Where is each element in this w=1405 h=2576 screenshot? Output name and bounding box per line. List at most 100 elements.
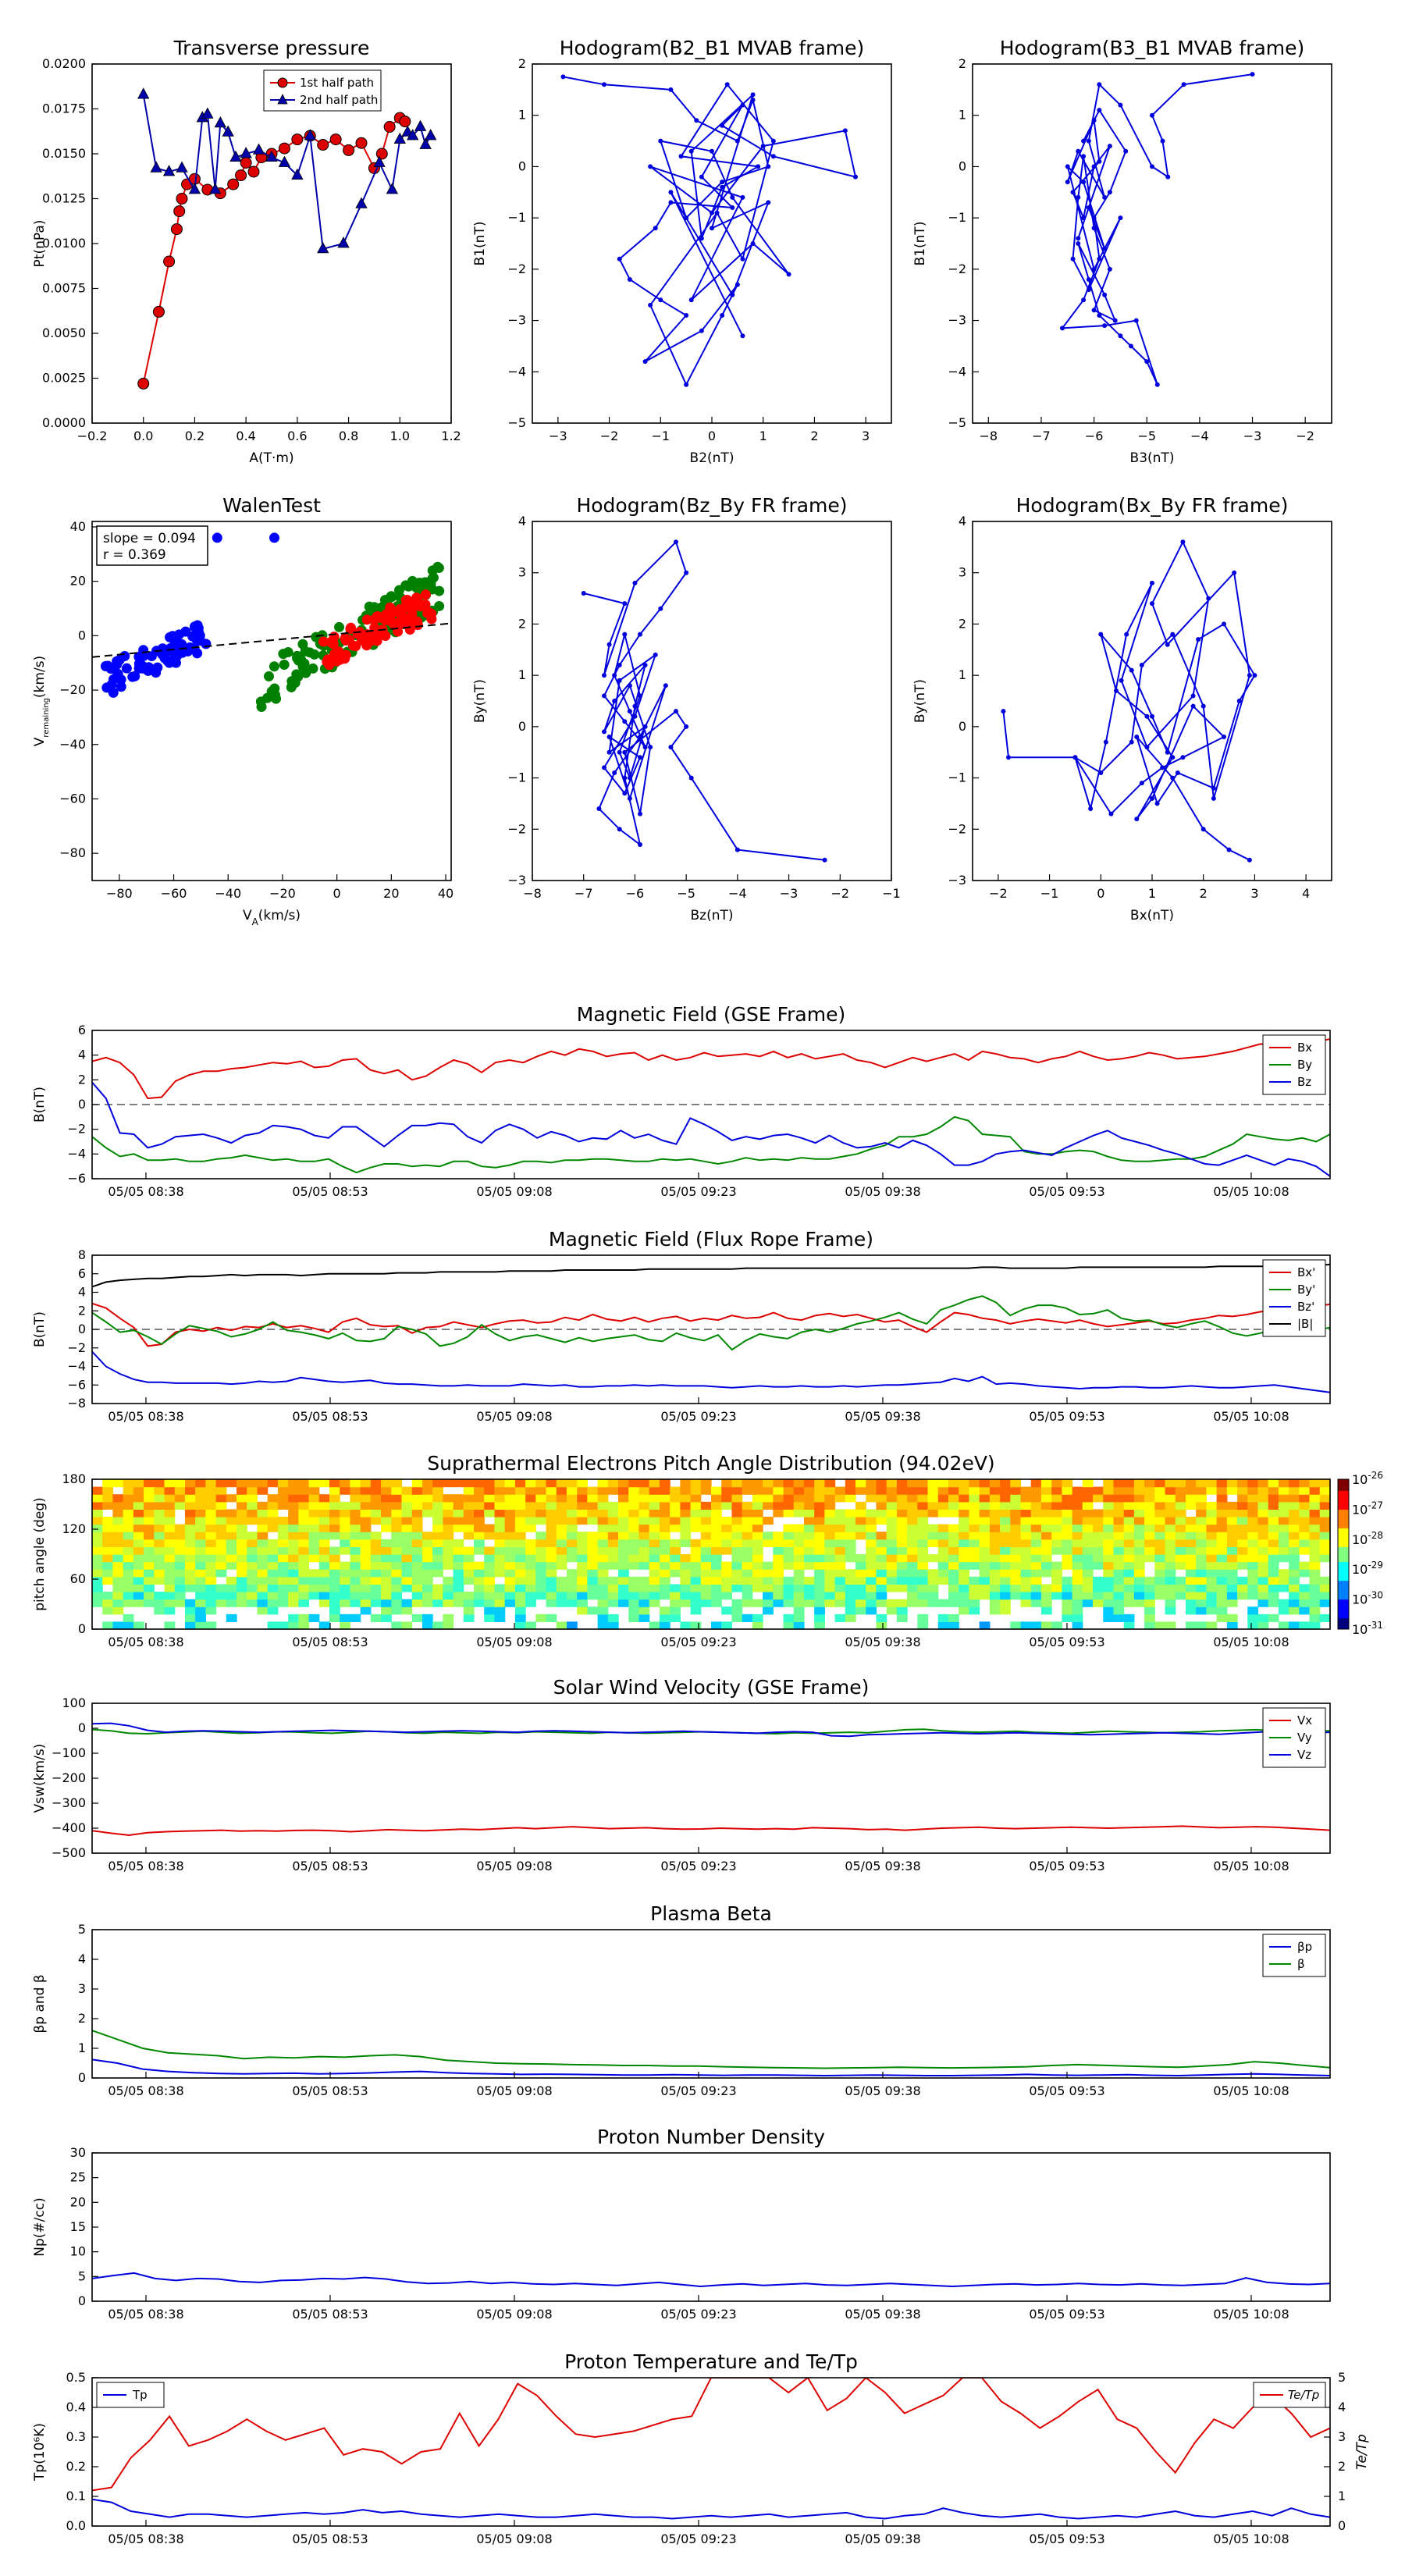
colorbar-label: 10-28 (1352, 1530, 1383, 1547)
data-point (269, 532, 279, 543)
data-point (710, 148, 714, 154)
y-tick-label: −4 (948, 364, 966, 379)
data-point (1150, 713, 1154, 719)
x-tick-label: 2 (810, 429, 818, 443)
y-tick-label: 120 (62, 1521, 86, 1536)
y-tick-label: 0.0 (66, 2518, 86, 2533)
chart-pad: Suprathermal Electrons Pitch Angle Distr… (32, 1452, 1383, 1649)
data-point (407, 129, 419, 141)
x-tick-label: 05/05 09:38 (845, 2532, 920, 2546)
data-point (1150, 795, 1154, 801)
x-tick-label: 0.0 (133, 429, 153, 443)
y-tick-label: 0.4 (66, 2400, 86, 2414)
x-tick-label: 05/05 09:53 (1029, 1635, 1104, 1649)
data-point (1076, 241, 1081, 246)
data-point (420, 589, 431, 600)
data-point (1097, 108, 1102, 113)
data-point (329, 632, 340, 642)
x-tick-label: 05/05 09:08 (476, 1409, 552, 1424)
data-point (304, 647, 315, 658)
data-point (171, 635, 182, 646)
legend-label: By' (1297, 1283, 1315, 1297)
plot-frame (91, 1478, 1331, 1630)
data-point (425, 129, 437, 141)
data-point (1190, 693, 1196, 699)
chart-title: Hodogram(B2_B1 MVAB frame) (560, 37, 865, 59)
data-point (658, 606, 663, 611)
legend: Bx By Bz (1262, 1034, 1326, 1095)
x-tick-label: −1 (882, 886, 901, 901)
data-point (710, 226, 714, 231)
data-point (663, 683, 668, 688)
data-point (380, 630, 391, 641)
chart-temp: Proton Temperature and Te/Tp 05/05 08:38 0… (32, 2350, 1370, 2546)
data-point (1170, 775, 1176, 781)
data-point (411, 592, 422, 603)
y-tick-label: −5 (948, 415, 966, 430)
x-tick-label: −3 (549, 429, 567, 443)
x-axis-label: B2(nT) (690, 450, 735, 466)
data-point (648, 302, 653, 308)
data-point (1222, 621, 1226, 627)
data-point (1091, 226, 1097, 231)
x-axis-label: A(T·m) (249, 450, 293, 466)
data-point (337, 237, 350, 248)
legend: Vx Vy Vz (1262, 1707, 1326, 1768)
data-point (688, 148, 694, 154)
data-point (617, 749, 622, 755)
y-tick-label: 2 (78, 2011, 86, 2026)
data-point (1247, 857, 1252, 863)
y-tick-label: 2 (518, 616, 526, 631)
x-tick-label: 05/05 08:53 (292, 1635, 368, 1649)
y-tick-label: 0 (959, 719, 966, 734)
x-tick-label: 05/05 09:08 (476, 2307, 552, 2322)
y-tick-label: 5 (78, 1922, 86, 1937)
x-axis-label: VA(km/s) (243, 908, 301, 927)
data-point (750, 241, 756, 246)
y-tick-label: 0.1 (66, 2489, 86, 2503)
data-point (1129, 739, 1134, 745)
y-tick-label: −1 (507, 770, 526, 785)
x-tick-label: 05/05 09:08 (476, 1184, 552, 1199)
data-point (121, 663, 132, 674)
chart-title: Hodogram(Bx_By FR frame) (1016, 494, 1289, 517)
data-point (222, 125, 234, 137)
data-point (674, 709, 678, 714)
x-tick-label: 05/05 09:23 (660, 2083, 736, 2098)
y-tick-label: −3 (507, 313, 526, 328)
y-tick-label: 0.0100 (42, 236, 86, 251)
x-tick-label: −1 (651, 429, 670, 443)
x-tick-label: 1.0 (390, 429, 410, 443)
x-tick-label: −40 (215, 886, 241, 901)
data-point (291, 168, 304, 180)
data-point (1119, 678, 1124, 683)
data-point (699, 328, 704, 333)
x-tick-label: 05/05 09:53 (1029, 2307, 1104, 2322)
data-point (1180, 755, 1186, 760)
y-tick-label: 0.0200 (42, 56, 86, 71)
data-point (684, 724, 689, 729)
data-point (1150, 164, 1154, 169)
x-tick-label: 0 (333, 886, 341, 901)
data-point (714, 210, 720, 215)
data-point (720, 123, 725, 128)
data-point (581, 591, 586, 596)
legend-label: β (1297, 1957, 1305, 1971)
y-tick-label: 10 (70, 2244, 86, 2259)
data-point (214, 116, 226, 128)
data-point (627, 795, 632, 801)
data-point (278, 142, 290, 155)
data-point (297, 639, 308, 649)
series-line (92, 2498, 1330, 2520)
y-tick-label: 4 (78, 1952, 86, 1966)
x-tick-label: 0 (1097, 886, 1104, 901)
chart-h1: Hodogram(B2_B1 MVAB frame) −3 −2 −1 0 1 2 3 −5 −4… (472, 37, 892, 466)
legend: Bx' By' Bz' |B| (1262, 1259, 1326, 1337)
data-point (648, 164, 653, 169)
plot-frame (972, 63, 1332, 424)
chart-title: Plasma Beta (650, 1902, 772, 1925)
data-point (386, 591, 397, 602)
y-tick-label: 0 (78, 2293, 86, 2308)
data-point (318, 636, 329, 647)
